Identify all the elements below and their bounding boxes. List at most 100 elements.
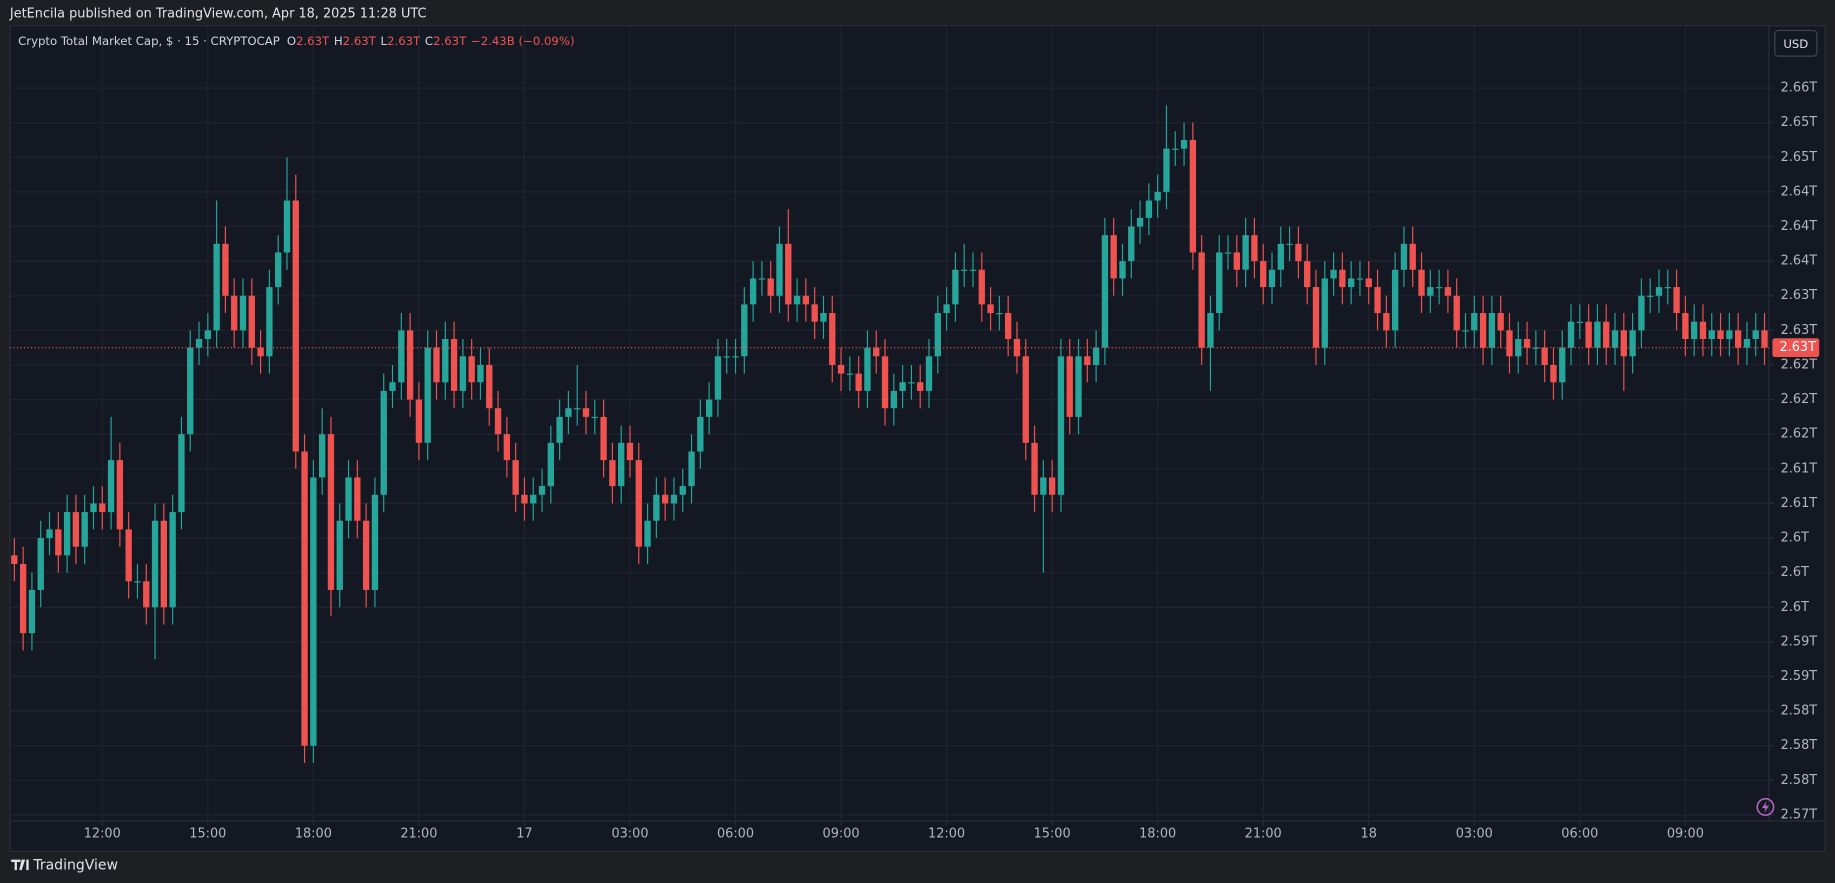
- candle-body: [1690, 321, 1698, 339]
- y-tick-label: 2.64T: [1781, 219, 1818, 234]
- candle-body: [1638, 295, 1645, 331]
- legend: Crypto Total Market Cap, $ · 15 · CRYPTO…: [18, 33, 574, 47]
- candle-body: [1092, 347, 1100, 365]
- x-tick-label: 15:00: [1034, 826, 1071, 841]
- legend-key: C: [425, 33, 433, 47]
- x-tick-label: 21:00: [400, 826, 437, 841]
- candle-body: [732, 356, 739, 358]
- x-tick-label: 09:00: [1667, 826, 1704, 841]
- candle-body: [345, 477, 352, 521]
- candle-body: [899, 382, 906, 391]
- candle-body: [19, 563, 27, 634]
- candle-body: [327, 434, 335, 590]
- candle-body: [1260, 261, 1267, 288]
- candle-body: [1110, 235, 1117, 279]
- candle-body: [969, 269, 977, 271]
- candle-body: [626, 442, 634, 461]
- candle-body: [1145, 200, 1153, 218]
- candle-body: [864, 347, 871, 391]
- candle-body: [829, 313, 836, 365]
- candle-body: [600, 416, 607, 461]
- candle-body: [283, 200, 291, 253]
- candle-body: [406, 330, 414, 400]
- currency-button[interactable]: [1774, 29, 1818, 57]
- candle-body: [424, 347, 431, 443]
- y-tick-label: 2.61T: [1781, 496, 1818, 511]
- candle-body: [389, 382, 396, 391]
- currency: USD: [1783, 37, 1808, 51]
- candle-body: [538, 486, 546, 495]
- y-tick-label: 2.6T: [1781, 600, 1809, 615]
- candle-body: [987, 304, 994, 314]
- candle-body: [1409, 243, 1416, 270]
- candle-body: [1497, 313, 1504, 331]
- candle-body: [1277, 243, 1284, 270]
- candle-body: [72, 512, 80, 547]
- candle-body: [398, 330, 405, 383]
- candle-body: [1189, 139, 1197, 253]
- candle-body: [1752, 330, 1759, 339]
- legend-key: H: [334, 33, 343, 47]
- x-tick-label: 18: [1361, 826, 1377, 841]
- candle-body: [1550, 364, 1557, 383]
- candle-body: [477, 364, 484, 383]
- candle-body: [468, 356, 475, 383]
- candle-body: [450, 338, 458, 391]
- candle-body: [1664, 287, 1671, 289]
- last-price-box: [1772, 338, 1820, 358]
- candle-body: [1559, 347, 1566, 383]
- candle-body: [1321, 278, 1328, 348]
- candle-body: [1576, 321, 1583, 323]
- legend-title: Crypto Total Market Cap, $ · 15 · CRYPTO…: [18, 33, 280, 47]
- candle-body: [1330, 269, 1337, 279]
- candle-body: [565, 408, 572, 417]
- y-tick-label: 2.64T: [1781, 254, 1818, 269]
- candle-body: [811, 304, 818, 322]
- alert-icon[interactable]: [1756, 798, 1775, 816]
- legend-value: 2.63T: [433, 33, 467, 47]
- x-tick-label: 06:00: [1561, 826, 1598, 841]
- candle-body: [248, 295, 255, 348]
- legend-value: 2.63T: [387, 33, 421, 47]
- candle-body: [1603, 321, 1610, 348]
- candle-body: [741, 304, 748, 357]
- candle-body: [1585, 321, 1592, 348]
- candle-body: [1216, 252, 1223, 314]
- candle-body: [723, 356, 730, 358]
- legend-value: 2.63T: [296, 33, 330, 47]
- candle-body: [512, 460, 519, 495]
- candle-body: [1004, 313, 1012, 339]
- candles: [9, 105, 1769, 764]
- candle-body: [1198, 252, 1205, 348]
- candle-body: [635, 460, 642, 547]
- candle-body: [670, 494, 678, 504]
- y-tick-label: 2.62T: [1781, 357, 1818, 372]
- candle-body: [1031, 442, 1038, 495]
- candle-body: [239, 295, 247, 331]
- candle-body: [688, 451, 695, 487]
- axes: 2.57T 2.58T 2.58T 2.58T 2.59T 2.59T 2.6T 2.6T 2.…: [84, 81, 1820, 841]
- candle-body: [1523, 338, 1531, 348]
- candle-body: [1251, 235, 1258, 262]
- candle-body: [1022, 356, 1029, 443]
- candle-body: [846, 373, 854, 375]
- candle-body: [310, 477, 317, 746]
- candle-body: [1488, 313, 1496, 348]
- candle-body: [1611, 330, 1619, 348]
- y-tick-label: 2.6T: [1781, 565, 1809, 580]
- x-tick-label: 15:00: [189, 826, 226, 841]
- candle-body: [1347, 278, 1355, 288]
- candle-body: [556, 416, 563, 443]
- legend-key: L: [381, 33, 388, 47]
- candle-body: [1040, 477, 1047, 495]
- candle-body: [1163, 148, 1170, 192]
- y-tick-label: 2.63T: [1781, 288, 1818, 303]
- candle-body: [1233, 252, 1240, 270]
- candle-body: [1532, 347, 1540, 349]
- candle-body: [952, 269, 959, 305]
- candle-body: [415, 399, 423, 443]
- candle-body: [257, 347, 264, 357]
